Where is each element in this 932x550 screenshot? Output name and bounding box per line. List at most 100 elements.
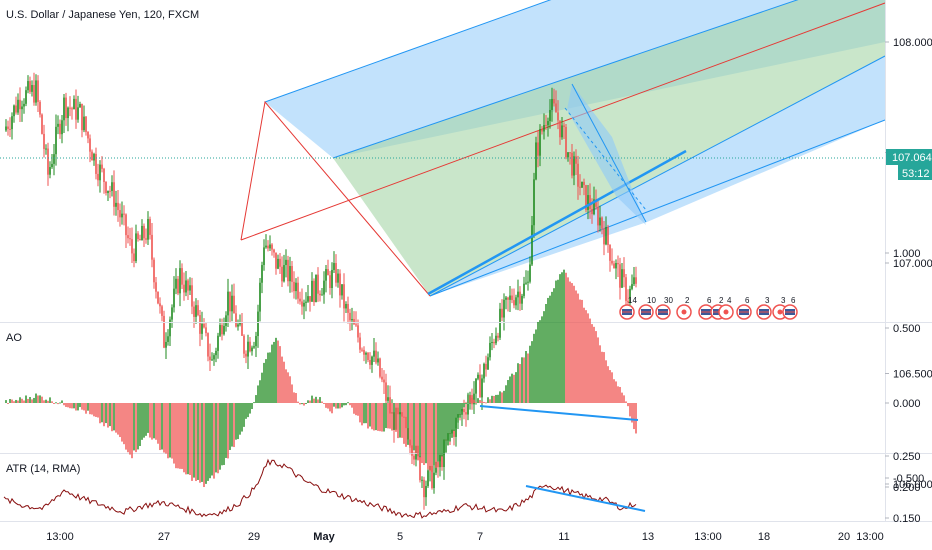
ao-bar [151, 403, 153, 440]
candle-body [609, 244, 611, 261]
candle-body [581, 181, 583, 188]
ao-bar [23, 400, 25, 403]
candle-body [285, 259, 287, 266]
ao-bar [577, 293, 579, 403]
event-count: 3 [781, 296, 786, 305]
candle-body [529, 264, 531, 282]
ao-bar [547, 297, 549, 403]
candle-body [359, 337, 361, 350]
candle-body [585, 185, 587, 210]
ao-bar [493, 395, 495, 403]
candle-body [369, 359, 371, 365]
candle-body [419, 456, 421, 481]
ao-bar [231, 403, 233, 447]
ao-bar [55, 402, 57, 404]
ao-bar [109, 403, 111, 427]
event-count: 2 [685, 296, 690, 305]
ao-bar [633, 403, 635, 430]
ao-bar [59, 402, 61, 404]
ao-bar [541, 316, 543, 403]
ao-bar [211, 403, 213, 476]
ao-bar [409, 403, 411, 448]
ao-bar [299, 403, 301, 405]
candle-body [297, 282, 299, 299]
time-tick-label: 11 [558, 531, 569, 543]
candle-body [89, 138, 91, 152]
economic-event[interactable]: 4 [718, 296, 734, 320]
ao-bar [93, 403, 95, 417]
ao-axis[interactable]: 1.000 0.500 0.000 -0.500 [885, 248, 924, 485]
ao-bar [507, 380, 509, 403]
candle-body [339, 273, 341, 296]
ao-bar [457, 403, 459, 423]
candle-body [205, 327, 207, 334]
ao-bar [153, 403, 155, 439]
chart-title: U.S. Dollar / Japanese Yen, 120, FXCM [6, 9, 199, 21]
atr-trend-line[interactable] [525, 485, 646, 512]
last-price-badge-bg [886, 149, 932, 165]
ao-bar [7, 403, 9, 404]
economic-event[interactable]: 30 [655, 296, 673, 320]
ao-bar [341, 403, 343, 408]
economic-event[interactable]: 14 [619, 296, 637, 320]
candle-body [163, 315, 165, 348]
candle-body [547, 121, 549, 126]
atr-pane[interactable]: ATR (14, RMA) [3, 458, 646, 519]
candle-body [265, 245, 267, 248]
candle-body [267, 245, 269, 249]
candle-body [309, 296, 311, 302]
ao-bar [505, 385, 507, 403]
ao-bar [147, 403, 149, 433]
candle-body [35, 80, 37, 103]
ao-bar [329, 403, 331, 412]
axis-tick-label: 106.500 [893, 369, 932, 381]
candle-body [619, 264, 621, 288]
economic-event[interactable]: 6 [782, 296, 798, 320]
candle-body [93, 153, 95, 161]
ao-pane[interactable]: AO [5, 269, 639, 488]
candle-body [193, 306, 195, 317]
trend-lines[interactable] [427, 83, 687, 296]
candle-body [523, 283, 525, 296]
candle-body [51, 163, 53, 168]
ao-bar [219, 403, 221, 470]
ao-bar [69, 403, 71, 409]
candle-body [31, 85, 33, 92]
atr-axis[interactable]: 0.250 0.200 0.150 [885, 451, 921, 525]
ao-bar [353, 403, 355, 414]
ao-bar [145, 403, 147, 436]
ao-bar [581, 299, 583, 403]
ao-bar [277, 340, 279, 403]
economic-events-row[interactable]: 14 10 30 2 6 2 4 6 3 3 6 [619, 296, 798, 320]
economic-event[interactable]: 6 [736, 296, 752, 320]
candle-body [453, 429, 455, 437]
candle-body [617, 262, 619, 265]
candle-body [513, 300, 515, 306]
economic-event[interactable]: 3 [756, 296, 772, 320]
candle-body [613, 263, 615, 269]
economic-event[interactable]: 10 [638, 296, 656, 320]
time-axis[interactable]: 13:00 27 29 May 5 7 11 13 13:00 18 20 13:00 [46, 531, 884, 543]
candle-body [75, 98, 77, 120]
candle-body [161, 306, 163, 316]
ao-bar [111, 403, 113, 432]
event-count: 6 [791, 296, 796, 305]
ao-bar [209, 403, 211, 479]
ao-bar [167, 403, 169, 459]
candle-body [539, 129, 541, 156]
economic-event[interactable]: 2 [676, 296, 692, 320]
ao-bar [29, 397, 31, 403]
candle-body [587, 195, 589, 210]
ao-trend-line[interactable] [479, 405, 639, 421]
candle-body [189, 285, 191, 291]
ao-bar [271, 344, 273, 403]
ao-bar [215, 403, 217, 473]
ao-bar [61, 400, 63, 403]
candle-body [543, 125, 545, 132]
time-tick-label: 20 [838, 531, 850, 543]
candle-body [107, 190, 109, 194]
ao-bar [25, 395, 27, 403]
ao-bar [205, 403, 207, 484]
candle-body [199, 315, 201, 334]
